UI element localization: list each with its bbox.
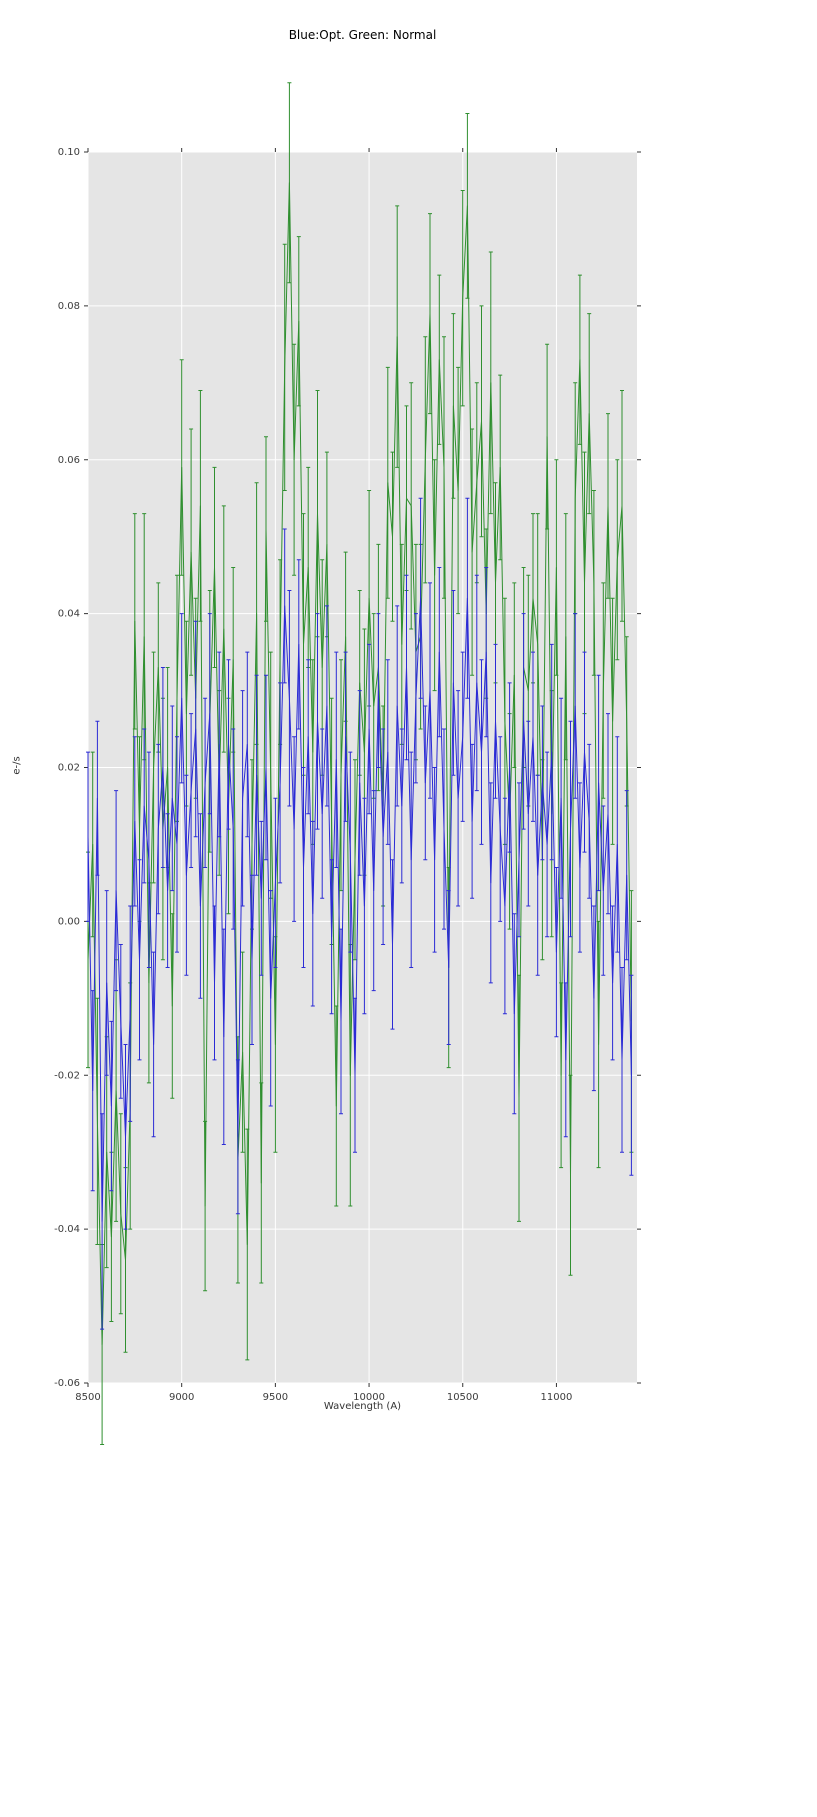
y-tick-label: -0.06 xyxy=(54,1378,80,1389)
x-tick-label: 11000 xyxy=(541,1392,573,1403)
series-normal-line xyxy=(87,182,632,1345)
y-tick-label: 0.04 xyxy=(58,609,80,620)
x-axis-label: Wavelength (A) xyxy=(323,1401,402,1412)
x-tick-label: 8500 xyxy=(75,1392,100,1403)
y-tick-label: -0.02 xyxy=(54,1070,80,1081)
series-opt-line xyxy=(87,597,632,1222)
series-opt xyxy=(86,497,634,1330)
y-tick-label: -0.04 xyxy=(54,1224,80,1235)
y-tick-label: 0.10 xyxy=(58,147,80,158)
chart-title: Blue:Opt. Green: Normal xyxy=(288,28,437,42)
x-tick-label: 10000 xyxy=(353,1392,385,1403)
series-normal xyxy=(86,82,634,1445)
y-tick-label: 0.02 xyxy=(58,763,80,774)
y-tick-label: 0.08 xyxy=(58,301,80,312)
x-tick-label: 9000 xyxy=(169,1392,194,1403)
y-tick-label: 0.00 xyxy=(58,916,80,927)
y-tick-label: 0.06 xyxy=(58,455,80,466)
x-tick-label: 9500 xyxy=(263,1392,288,1403)
x-tick-label: 10500 xyxy=(447,1392,479,1403)
